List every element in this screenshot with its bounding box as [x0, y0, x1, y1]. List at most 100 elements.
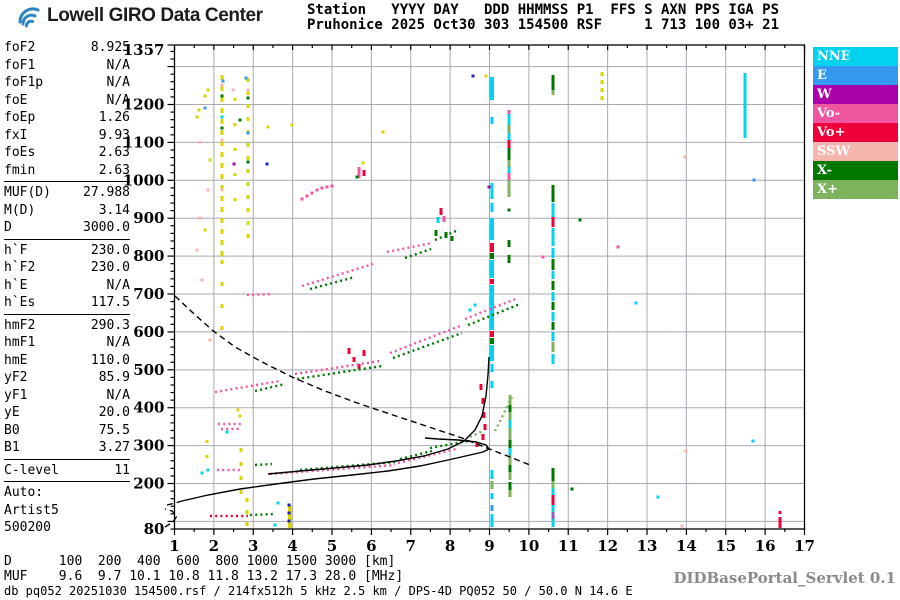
echo-dash [220, 174, 224, 179]
echo-dash [246, 234, 250, 238]
echo-dot [273, 523, 277, 527]
echo-segment [551, 488, 555, 495]
echo-segment [778, 517, 782, 528]
param-label: fmin [4, 162, 36, 178]
echo-segment [551, 354, 555, 364]
param-separator [4, 181, 130, 182]
echo-dash [220, 97, 224, 102]
param-label: h`F2 [4, 260, 36, 275]
legend-item-x: X- [813, 161, 898, 180]
echo-dash [246, 78, 250, 82]
param-value: 85.9 [98, 370, 130, 385]
echo-trace [254, 462, 273, 467]
legend-item-ssw: SSW [813, 142, 898, 161]
param-row: h`F 230.0 [4, 242, 130, 260]
echo-segment [508, 455, 512, 465]
echo-dot [198, 140, 202, 144]
y-axis-label: 200 [133, 475, 164, 493]
param-row: C-level 11 [4, 462, 130, 480]
param-value: 110.0 [90, 352, 130, 368]
echo-dash [246, 143, 250, 147]
echo-segment [551, 519, 555, 527]
echo-dot [287, 503, 291, 507]
echo-trace [399, 449, 433, 461]
echo-dash [220, 108, 224, 113]
otrace-fit [267, 356, 490, 475]
echo-dot [220, 115, 224, 119]
echo-segment [357, 167, 361, 178]
echo-dash [246, 195, 250, 199]
echo-dot [220, 138, 224, 142]
echo-segment [439, 208, 443, 215]
echo-segment [507, 173, 511, 180]
station-header-values: Pruhonice 2025 Oct30 303 154500 RSF 1 71… [307, 17, 780, 33]
param-label: yF2 [4, 370, 28, 385]
echo-dot [310, 191, 314, 195]
echo-segment [490, 285, 494, 330]
echo-dot [616, 245, 620, 249]
echo-segment [743, 73, 747, 138]
echo-segment [490, 331, 494, 337]
echo-dot [206, 468, 210, 472]
echo-dash [246, 104, 250, 108]
x-axis-label: 3 [248, 537, 258, 555]
legend-item-vo: Vo+ [813, 123, 898, 142]
echo-dot [225, 430, 229, 434]
echo-dash [239, 476, 243, 480]
param-row: foF2 8.925 [4, 39, 130, 57]
echo-dash [600, 96, 604, 100]
echo-segment [481, 434, 485, 440]
param-value: 290.3 [90, 317, 130, 333]
echo-segment [551, 248, 555, 258]
echo-dash [239, 490, 243, 494]
echo-trace [392, 331, 463, 360]
echo-dot [198, 216, 202, 220]
param-row: foF1 N/A [4, 57, 130, 75]
x-axis-label: 15 [715, 537, 736, 555]
echo-dash [220, 196, 224, 201]
logo-text: Lowell GIRO Data Center [47, 5, 263, 26]
echo-segment [362, 350, 366, 356]
param-label: foEs [4, 145, 36, 160]
legend-item-w: W [813, 85, 898, 104]
echo-segment [352, 357, 356, 362]
param-value: 117.5 [90, 295, 130, 310]
echo-dash [246, 91, 250, 95]
echo-segment [551, 185, 555, 202]
echo-trace [464, 296, 519, 321]
echo-direction-legend: NNE E W Vo- Vo+ SSW X- X+ [813, 47, 898, 199]
x-axis-label: 10 [518, 537, 539, 555]
param-separator [4, 458, 130, 460]
echo-dot [287, 511, 291, 515]
echo-dot [751, 439, 755, 443]
echo-dot [471, 74, 475, 78]
param-label: hmF2 [4, 317, 36, 333]
param-row: Auto: [4, 484, 130, 502]
echo-dot [684, 449, 688, 453]
echo-segment [508, 412, 512, 420]
echo-segment [490, 243, 494, 252]
echo-segment [551, 495, 555, 505]
echo-segment [508, 395, 512, 405]
param-value: 3.14 [98, 202, 130, 218]
muf-table: D 100 200 400 600 800 1000 1500 3000 [km… [4, 554, 403, 584]
echo-dash [220, 218, 224, 223]
echo-segment [490, 203, 494, 212]
echo-segment [490, 77, 494, 100]
echo-trace [214, 379, 281, 394]
echo-dot [195, 248, 199, 252]
param-value: 20.0 [98, 405, 130, 420]
echo-dot [473, 303, 477, 307]
echo-dot [276, 501, 280, 505]
param-row: foF1p N/A [4, 74, 130, 92]
echo-segment [507, 160, 511, 167]
echo-segment [551, 203, 555, 217]
echo-dot [203, 228, 207, 232]
echo-segment [507, 125, 511, 133]
x-axis-label: 8 [445, 537, 455, 555]
echo-dash [233, 98, 237, 101]
echo-dot [300, 197, 304, 201]
echo-segment [490, 218, 494, 240]
echo-segment [490, 481, 494, 489]
echo-dot [315, 188, 319, 192]
